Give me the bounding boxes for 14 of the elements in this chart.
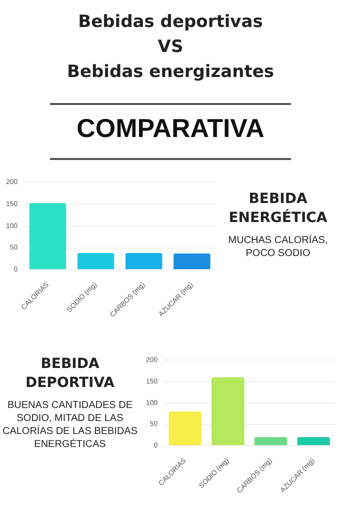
- bar: [125, 253, 162, 270]
- text: BEBIDA ENERGÉTICA: [228, 190, 328, 228]
- text: BUENAS CANTIDADES DE SODIO, MITAD DE LAS CALORÍAS DE LAS BEBIDAS ENERGÉTICAS: [1, 399, 139, 451]
- bar: [297, 437, 330, 446]
- text: BEBIDA DEPORTIVA: [24, 355, 116, 393]
- bar: [29, 203, 66, 270]
- chart-title: Bebidas deportivas VS Bebidas energizantes: [66, 11, 275, 84]
- bar: [174, 253, 210, 270]
- bar: [168, 411, 202, 446]
- bar: [77, 253, 114, 270]
- bar: [212, 377, 244, 446]
- chart-subtitle: COMPARATIVA: [76, 113, 266, 144]
- text: MUCHAS CALORÍAS, POCO SODIO: [227, 234, 329, 260]
- bar: [254, 437, 288, 446]
